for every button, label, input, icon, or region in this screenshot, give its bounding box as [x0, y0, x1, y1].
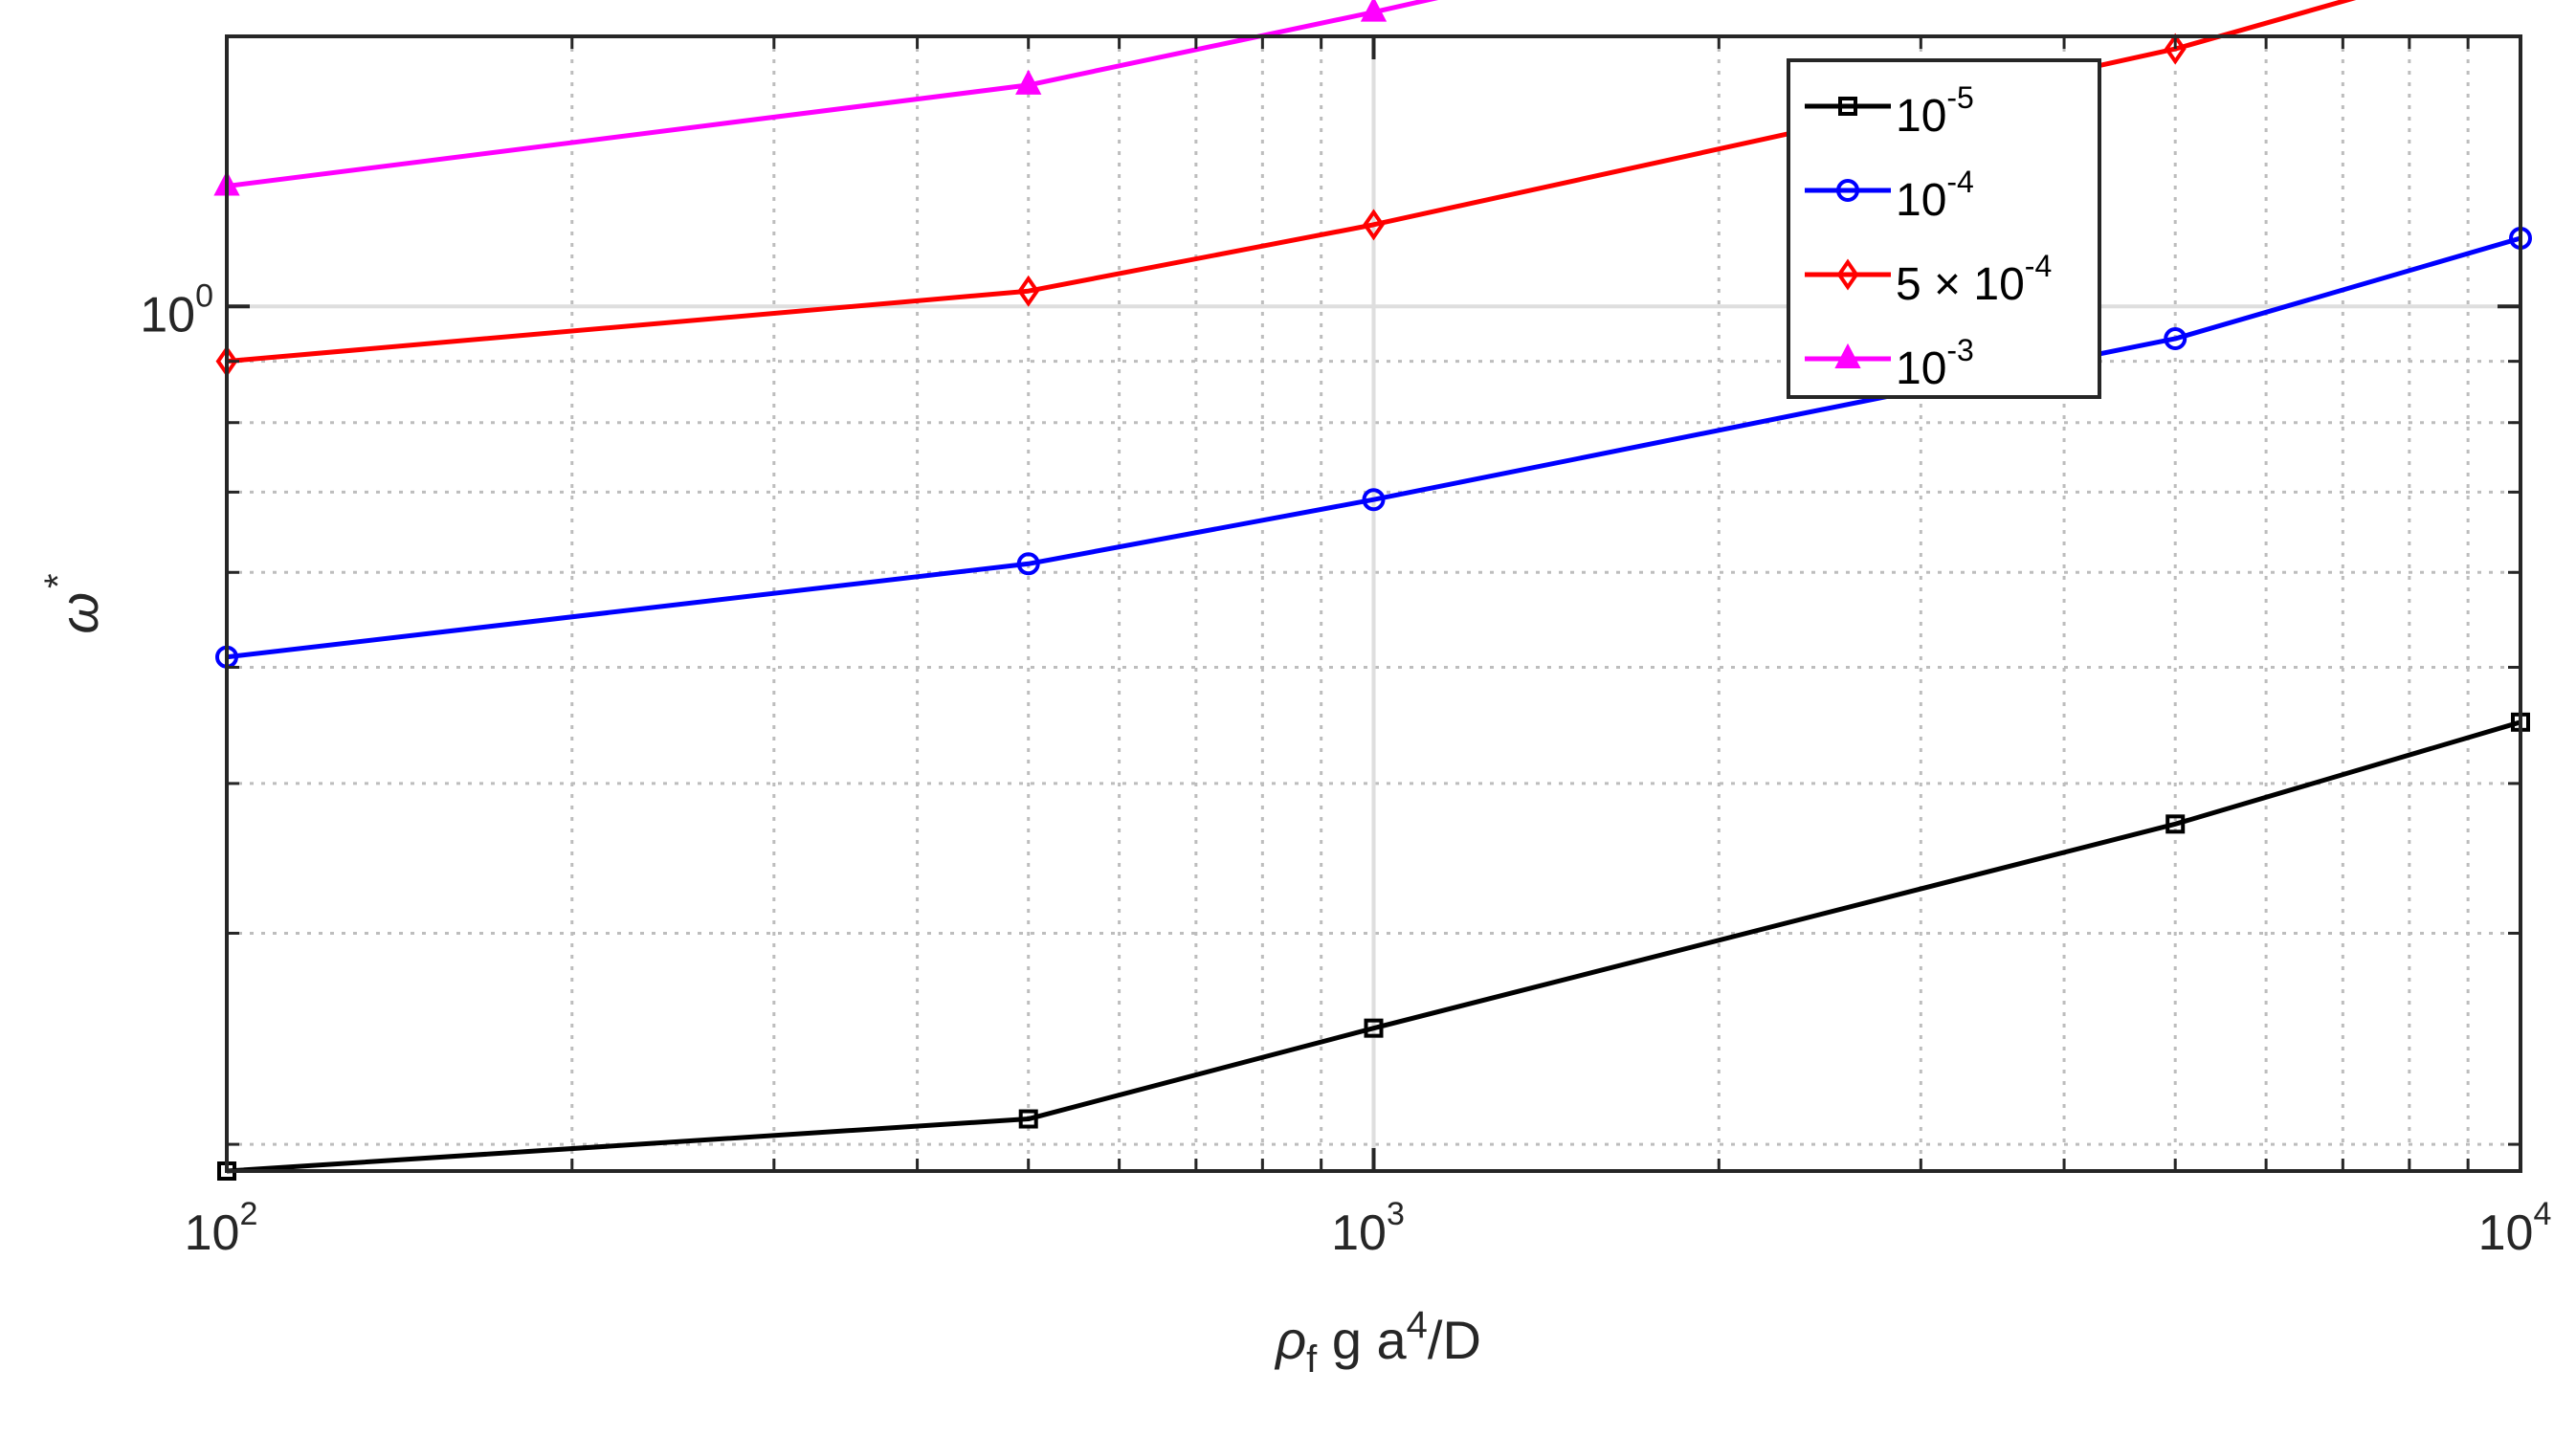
y-tick-labels: 100	[140, 277, 213, 343]
x-axis-label-tail: /D	[1428, 1310, 1481, 1370]
x-tick-label-exp: 2	[239, 1196, 257, 1232]
legend-label: 10-4	[1896, 165, 1974, 226]
legend-marker	[1838, 97, 1857, 116]
x-axis-label-rho: ρ	[1274, 1310, 1306, 1370]
x-tick-label-base: 10	[2478, 1205, 2534, 1261]
legend-label-prefix: 5 ×	[1896, 259, 1973, 310]
y-axis-label: ω*	[37, 573, 109, 633]
x-tick-label-exp: 4	[2533, 1196, 2551, 1232]
x-tick-label-base: 10	[185, 1205, 240, 1261]
data-point	[1017, 275, 1040, 307]
legend-label-exp: -4	[1946, 165, 1973, 199]
data-point	[1362, 488, 1386, 512]
legend-label-base: 10	[1896, 343, 1946, 394]
y-axis-label-sup: *	[37, 573, 79, 588]
legend-label-exp: -3	[1946, 333, 1973, 367]
y-tick-label-base: 10	[140, 287, 195, 343]
data-point	[2164, 326, 2187, 350]
y-axis-label-symbol: ω	[49, 592, 109, 634]
data-point	[2164, 33, 2187, 65]
data-point	[1364, 1018, 1384, 1038]
data-point	[1363, 209, 1385, 241]
x-tick-label-base: 10	[1331, 1205, 1387, 1261]
legend-label-base: 10	[1896, 175, 1946, 226]
legend-item: 10-4	[1805, 165, 1974, 226]
x-tick-label-exp: 3	[1387, 1196, 1405, 1232]
legend-label-base: 10	[1973, 259, 2024, 310]
legend-marker	[1834, 343, 1861, 368]
x-tick-label: 104	[2478, 1196, 2552, 1261]
tick-marks	[225, 36, 2522, 1171]
x-axis-label: ρf g a4/D	[1274, 1304, 1481, 1381]
legend-marker	[1836, 258, 1859, 291]
legend-label: 5 × 10-4	[1896, 249, 2052, 310]
legend: 10-510-45 × 10-410-3	[1787, 58, 2101, 399]
legend-label-exp: -4	[2025, 249, 2052, 283]
x-axis-label-sup: 4	[1407, 1304, 1428, 1346]
data-point	[1360, 0, 1388, 22]
x-axis-label-sub: f	[1306, 1338, 1318, 1381]
x-axis-label-mid: g a	[1317, 1310, 1407, 1370]
x-tick-label: 103	[1331, 1196, 1405, 1261]
legend-item: 10-5	[1805, 80, 1974, 142]
legend-box	[1787, 58, 2101, 399]
x-tick-labels: 102 103 104	[185, 1196, 2552, 1261]
legend-item: 5 × 10-4	[1805, 249, 2052, 310]
data-point	[1016, 552, 1040, 576]
y-tick-label-exp: 0	[195, 277, 213, 314]
data-point	[1018, 1109, 1038, 1129]
data-point	[2165, 814, 2186, 834]
legend-label-base: 10	[1896, 91, 1946, 142]
y-tick-label: 100	[140, 277, 213, 343]
series-line	[226, 719, 2521, 1174]
legend-label: 10-5	[1896, 80, 1974, 142]
legend-label-exp: -5	[1946, 80, 1973, 115]
data-point	[1015, 69, 1042, 95]
series-line	[226, 235, 2521, 660]
legend-label: 10-3	[1896, 333, 1974, 394]
x-tick-label: 102	[185, 1196, 258, 1261]
legend-item: 10-3	[1805, 333, 1974, 394]
legend-marker	[1836, 179, 1859, 202]
series-line	[226, 0, 2357, 365]
